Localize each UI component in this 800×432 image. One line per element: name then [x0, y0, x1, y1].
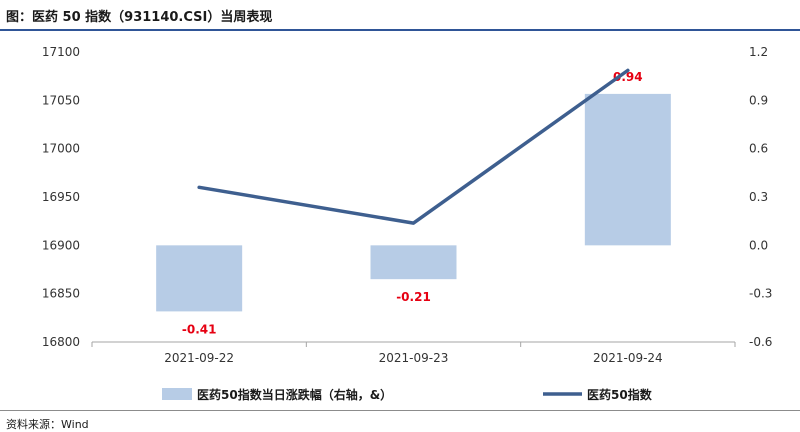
bar-data-labels: -0.41 -0.21 0.94	[182, 70, 643, 337]
bar-data-label: 0.94	[613, 70, 643, 84]
right-tick-label: 0.6	[749, 142, 768, 156]
left-tick-label: 16900	[42, 238, 80, 252]
x-axis-ticks: 2021-09-22 2021-09-23 2021-09-24	[91, 342, 736, 365]
legend: 医药50指数当日涨跌幅（右轴，&） 医药50指数	[162, 387, 653, 402]
combo-chart: 17100 17050 17000 16950 16900 16850 16800 1.2 0…	[42, 45, 773, 402]
legend-bar-label: 医药50指数当日涨跌幅（右轴，&）	[197, 387, 392, 402]
x-tick-label: 2021-09-22	[164, 351, 234, 365]
left-tick-label: 16850	[42, 287, 80, 301]
left-tick-label: 17000	[42, 142, 80, 156]
left-tick-label: 16800	[42, 335, 80, 349]
right-tick-label: 0.3	[749, 190, 768, 204]
title-divider	[0, 29, 800, 31]
legend-bar-swatch	[162, 388, 192, 400]
bar	[370, 245, 457, 280]
x-tick-label: 2021-09-23	[379, 351, 449, 365]
x-tick-label: 2021-09-24	[593, 351, 663, 365]
bar-data-label: -0.41	[182, 322, 217, 336]
source-note: 资料来源：Wind	[6, 418, 89, 431]
left-tick-label: 17050	[42, 93, 80, 107]
bar-series	[156, 93, 671, 312]
right-tick-label: -0.3	[749, 287, 772, 301]
left-tick-label: 17100	[42, 45, 80, 59]
bar	[156, 245, 243, 312]
left-tick-label: 16950	[42, 190, 80, 204]
right-tick-label: -0.6	[749, 335, 772, 349]
right-tick-label: 0.9	[749, 93, 768, 107]
chart-title: 图：医药 50 指数（931140.CSI）当周表现	[6, 10, 273, 25]
index-line	[197, 68, 630, 225]
left-axis-ticks: 17100 17050 17000 16950 16900 16850 16800	[42, 45, 80, 349]
bar	[584, 93, 671, 246]
right-tick-label: 0.0	[749, 238, 768, 252]
bar-data-label: -0.21	[396, 290, 431, 304]
line-series	[197, 68, 630, 225]
right-axis-ticks: 1.2 0.9 0.6 0.3 0.0 -0.3 -0.6	[749, 45, 772, 349]
right-tick-label: 1.2	[749, 45, 768, 59]
legend-line-label: 医药50指数	[587, 387, 653, 402]
source-divider	[0, 410, 800, 411]
